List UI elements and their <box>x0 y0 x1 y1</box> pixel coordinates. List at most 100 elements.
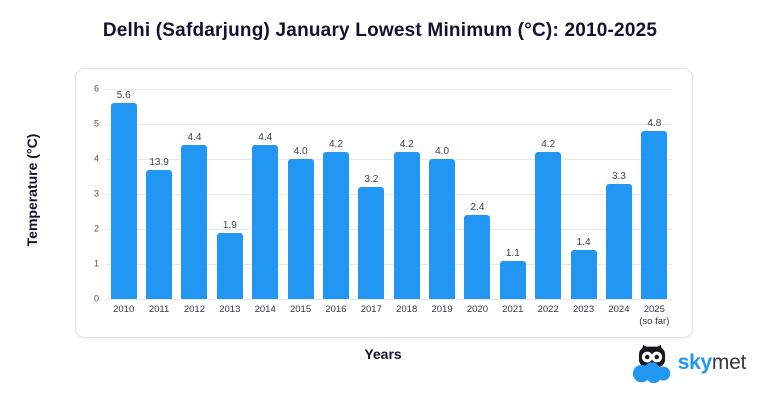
gridline-1 <box>106 264 672 265</box>
bar-2010 <box>110 103 137 299</box>
x-tick-year: 2024 <box>608 304 630 315</box>
bar-column-2023: 1.4 2023 <box>566 89 601 315</box>
x-tick-2023: 2023 <box>573 304 594 316</box>
chart-card: 5.6 2010 13.9 2011 4.4 2012 1.9 2013 4.4 2014 4.0 2… <box>75 68 693 338</box>
x-tick-year: 2021 <box>502 304 524 315</box>
bar-value-label-2011: 13.9 <box>149 156 169 168</box>
bar-column-2013: 1.9 2013 <box>212 89 247 315</box>
bar-value-label-2024: 3.3 <box>611 170 626 182</box>
x-tick-2020: 2020 <box>467 304 488 316</box>
bar-2023 <box>570 250 597 299</box>
bar-value-label-2025: 4.8 <box>647 118 662 129</box>
bar-2013 <box>216 232 243 299</box>
x-tick-year: 2015 <box>289 304 312 315</box>
bar-value-label-2020: 2.4 <box>470 202 485 213</box>
x-tick-2024: 2024 <box>608 304 629 316</box>
x-tick-2018: 2018 <box>396 304 417 316</box>
x-tick-2021: 2021 <box>502 304 523 316</box>
bars-row: 5.6 2010 13.9 2011 4.4 2012 1.9 2013 4.4 2014 4.0 2… <box>106 89 672 327</box>
x-tick-2016: 2016 <box>325 304 346 316</box>
x-tick-year: 2019 <box>431 304 453 315</box>
bar-2012 <box>181 145 208 299</box>
bar-2024 <box>605 183 632 299</box>
y-tick-1: 1 <box>93 258 99 269</box>
x-tick-2022: 2022 <box>538 304 559 316</box>
y-tick-2: 2 <box>93 223 99 234</box>
logo-text-sky: sky <box>677 350 712 374</box>
bar-value-label-2017: 3.2 <box>364 174 379 185</box>
bar-value-label-2016: 4.2 <box>328 139 343 150</box>
bar-column-2018: 4.2 2018 <box>389 89 424 315</box>
bar-2021 <box>499 260 526 299</box>
x-tick-2017: 2017 <box>361 304 382 316</box>
x-tick-year: 2025 <box>643 304 665 315</box>
x-tick-year: 2010 <box>113 304 135 315</box>
bar-column-2021: 1.1 2021 <box>495 89 530 315</box>
bar-value-label-2014: 4.4 <box>258 132 273 143</box>
bar-2017 <box>358 187 385 299</box>
gridline-0 <box>106 299 672 300</box>
x-tick-year: 2013 <box>219 304 241 315</box>
bar-2022 <box>535 152 562 299</box>
y-axis-title: Temperature (°C) <box>24 133 40 247</box>
bar-column-2015: 4.0 2015 <box>283 89 318 315</box>
skymet-logo-text: skymet <box>677 350 747 377</box>
bar-column-2016: 4.2 2016 <box>318 89 353 315</box>
y-tick-6: 6 <box>93 83 99 94</box>
x-tick-2012: 2012 <box>184 304 205 316</box>
bar-column-2012: 4.4 2012 <box>177 89 212 315</box>
bar-2025 <box>641 131 668 299</box>
skymet-logo: skymet <box>631 344 746 384</box>
bar-2015 <box>287 159 314 299</box>
gridline-3 <box>106 194 672 195</box>
bar-value-label-2019: 4.0 <box>435 146 450 158</box>
bar-value-label-2010: 5.6 <box>116 90 131 101</box>
x-tick-year: 2017 <box>360 304 382 315</box>
gridline-6 <box>106 89 672 90</box>
y-tick-5: 5 <box>93 118 99 129</box>
bar-value-label-2013: 1.9 <box>222 219 237 231</box>
bar-value-label-2015: 4.0 <box>293 146 308 158</box>
bar-column-2020: 2.4 2020 <box>460 89 495 315</box>
x-tick-year: 2020 <box>466 304 489 315</box>
chart-title: Delhi (Safdarjung) January Lowest Minimu… <box>102 20 658 41</box>
bar-column-2022: 4.2 2022 <box>531 89 566 315</box>
bar-2020 <box>464 215 491 299</box>
bar-column-2017: 3.2 2017 <box>354 89 389 315</box>
bar-column-2019: 4.0 2019 <box>424 89 459 315</box>
y-tick-0: 0 <box>93 293 99 304</box>
x-tick-2014: 2014 <box>255 304 276 316</box>
x-tick-2010: 2010 <box>113 304 134 316</box>
y-tick-4: 4 <box>93 153 99 164</box>
gridline-4 <box>106 158 672 160</box>
logo-text-met: met <box>711 350 746 374</box>
bar-value-label-2023: 1.4 <box>576 237 591 248</box>
bar-2011 <box>146 169 173 299</box>
bar-column-2025: 4.8 2025 (so far) <box>637 89 672 327</box>
bar-2014 <box>252 145 279 299</box>
x-tick-2019: 2019 <box>431 304 452 316</box>
gridline-5 <box>106 123 672 125</box>
x-tick-year: 2011 <box>148 304 170 315</box>
x-tick-year: 2012 <box>183 304 206 315</box>
x-tick-year: 2014 <box>254 304 276 315</box>
y-tick-3: 3 <box>93 188 99 199</box>
skymet-owl-cloud-icon <box>632 344 671 384</box>
bar-value-label-2018: 4.2 <box>399 139 414 150</box>
bar-column-2014: 4.4 2014 <box>248 89 283 315</box>
x-tick-2013: 2013 <box>219 304 240 316</box>
bar-value-label-2021: 1.1 <box>505 247 520 259</box>
bar-2016 <box>322 152 349 299</box>
x-tick-year: 2022 <box>537 304 559 315</box>
bar-column-2011: 13.9 2011 <box>141 89 176 315</box>
plot-area: 5.6 2010 13.9 2011 4.4 2012 1.9 2013 4.4 2014 4.0 2… <box>94 84 672 327</box>
bar-column-2010: 5.6 2010 <box>106 89 141 315</box>
x-tick-2011: 2011 <box>149 304 169 316</box>
bar-column-2024: 3.3 2024 <box>601 89 636 315</box>
x-tick-year: 2016 <box>325 304 347 315</box>
x-axis-title: Years <box>364 346 402 362</box>
bar-value-label-2012: 4.4 <box>187 132 202 143</box>
gridline-2 <box>106 228 672 230</box>
bar-2018 <box>393 152 420 299</box>
